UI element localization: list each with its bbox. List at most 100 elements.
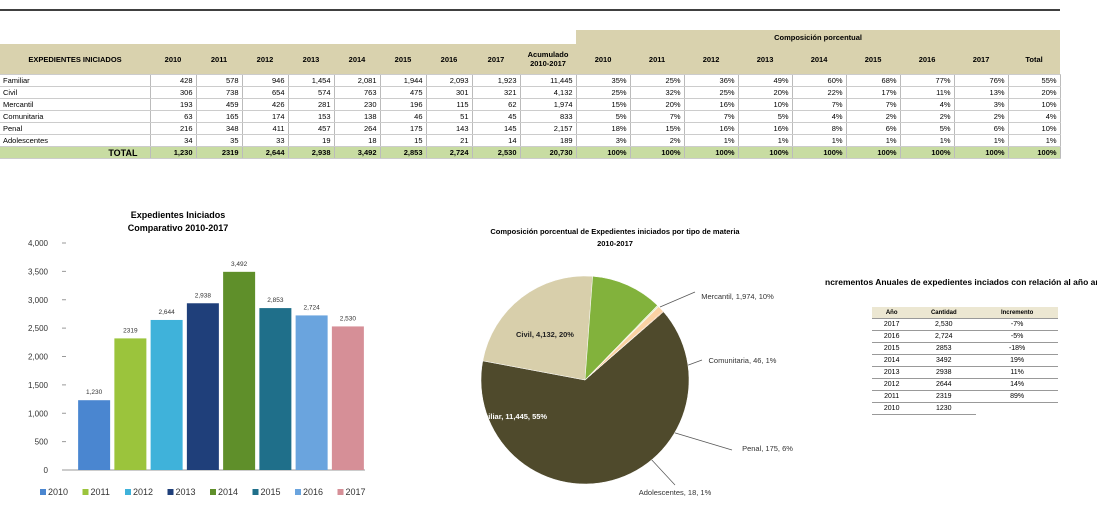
cell: 7% <box>792 98 847 111</box>
legend-label: 2016 <box>303 487 323 497</box>
cell: 21 <box>426 134 473 147</box>
legend-swatch <box>40 489 46 495</box>
cell: 321 <box>472 86 521 99</box>
data-label: 2,724 <box>303 304 320 311</box>
cell: 35% <box>576 74 631 87</box>
legend-swatch <box>125 489 131 495</box>
cell: 14% <box>976 378 1058 391</box>
data-label: 2,530 <box>340 315 357 322</box>
cell: 143 <box>426 122 473 135</box>
cell: 100% <box>1008 146 1061 159</box>
cell: 4% <box>1008 110 1061 123</box>
row: 2015 2853 -18% <box>872 342 1058 355</box>
cell: 10% <box>1008 122 1061 135</box>
legend-swatch <box>252 489 259 495</box>
cell: 100% <box>900 146 955 159</box>
pie-slice <box>584 310 664 381</box>
cell: 35 <box>196 134 243 147</box>
cell: 196 <box>380 98 427 111</box>
cell: 1% <box>738 134 793 147</box>
pie-label: Penal, 175, 6% <box>742 444 793 453</box>
pie-label: Civil, 4,132, 20% <box>516 330 574 339</box>
y-tick-label: 2,500 <box>28 324 49 333</box>
header-cell: 2013 <box>288 44 334 75</box>
cell: 33 <box>242 134 289 147</box>
cell: 49% <box>738 74 793 87</box>
cell: 20% <box>738 86 793 99</box>
cell: 16% <box>684 122 739 135</box>
cell: 1,974 <box>520 98 577 111</box>
cell: 306 <box>150 86 197 99</box>
y-tick-label: 4,000 <box>28 239 49 248</box>
legend-label: 2015 <box>261 487 281 497</box>
cell: 32% <box>630 86 685 99</box>
cell: 2,724 <box>911 330 977 343</box>
cell: 3% <box>576 134 631 147</box>
leader <box>659 291 696 308</box>
header-cell: 2014 <box>792 44 847 75</box>
cell: Penal <box>0 122 151 135</box>
cell: 15% <box>576 98 631 111</box>
cell: 2013 <box>872 366 912 379</box>
cell: 1% <box>684 134 739 147</box>
cell: -7% <box>976 318 1058 331</box>
cell: 100% <box>684 146 739 159</box>
group-row: Composición porcentual <box>0 30 1061 44</box>
main-table: Composición porcentual EXPEDIENTES INICIA… <box>0 30 1061 159</box>
header-cell: 2016 <box>900 44 955 75</box>
cell: 2319 <box>911 390 977 403</box>
cell: 7% <box>630 110 685 123</box>
pie-label: Adolescentes, 18, 1% <box>638 488 712 497</box>
cell: 4% <box>792 110 847 123</box>
cell: 1230 <box>911 402 977 415</box>
y-tick-label: 500 <box>35 438 49 447</box>
row: Penal 216 348 411 457 264 175 143 145 2,157 18% 15%… <box>0 122 1061 135</box>
cell: 20% <box>630 98 685 111</box>
cell: 100% <box>792 146 847 159</box>
data-label: 2319 <box>123 327 138 334</box>
row: 2016 2,724 -5% <box>872 330 1058 343</box>
y-tick-label: 1,000 <box>28 409 49 418</box>
data-label: 2,644 <box>158 309 175 316</box>
cell: 2,644 <box>242 146 289 159</box>
chart-title: Composición porcentual de Expedientes in… <box>490 227 740 236</box>
cell: 1,230 <box>150 146 197 159</box>
cell: 100% <box>576 146 631 159</box>
cell: 281 <box>288 98 335 111</box>
cell: 36% <box>684 74 739 87</box>
data-label: 2,853 <box>267 297 284 304</box>
cell: 2,530 <box>911 318 977 331</box>
y-tick-label: 3,000 <box>28 296 49 305</box>
cell: 578 <box>196 74 243 87</box>
pie-slice <box>584 276 658 381</box>
chart-title: Expedientes Iniciados <box>131 210 226 220</box>
cell: 2,157 <box>520 122 577 135</box>
legend-label: 2017 <box>346 487 366 497</box>
cell: 100% <box>846 146 901 159</box>
header-cell: 2016 <box>426 44 472 75</box>
legend-label: 2010 <box>48 487 68 497</box>
header-cell: Cantidad <box>911 307 977 319</box>
data-label: 2,938 <box>195 292 212 299</box>
cell: 2017 <box>872 318 912 331</box>
cell: 2319 <box>196 146 243 159</box>
legend-swatch <box>82 489 89 495</box>
row: 2017 2,530 -7% <box>872 318 1058 331</box>
cell: 14 <box>472 134 521 147</box>
row: Mercantil 193 459 426 281 230 196 115 62 1,974 15%… <box>0 98 1061 111</box>
cell: 46 <box>380 110 427 123</box>
row: 2014 3492 19% <box>872 354 1058 367</box>
header-row: EXPEDIENTES INICIADOS 2010 2011 2012 2013 201… <box>0 44 1061 75</box>
cell: 3% <box>954 98 1009 111</box>
legend-swatch <box>295 489 301 495</box>
cell: 2,530 <box>472 146 521 159</box>
data-label: 1,230 <box>86 389 103 396</box>
cell: 17% <box>846 86 901 99</box>
cell: 45 <box>472 110 521 123</box>
cell: 15 <box>380 134 427 147</box>
cell: 7% <box>846 98 901 111</box>
cell: 738 <box>196 86 243 99</box>
cell: 6% <box>846 122 901 135</box>
increments-table: Año Cantidad Incremento 2017 2,530 -7% 2016 2,7… <box>872 307 1058 415</box>
